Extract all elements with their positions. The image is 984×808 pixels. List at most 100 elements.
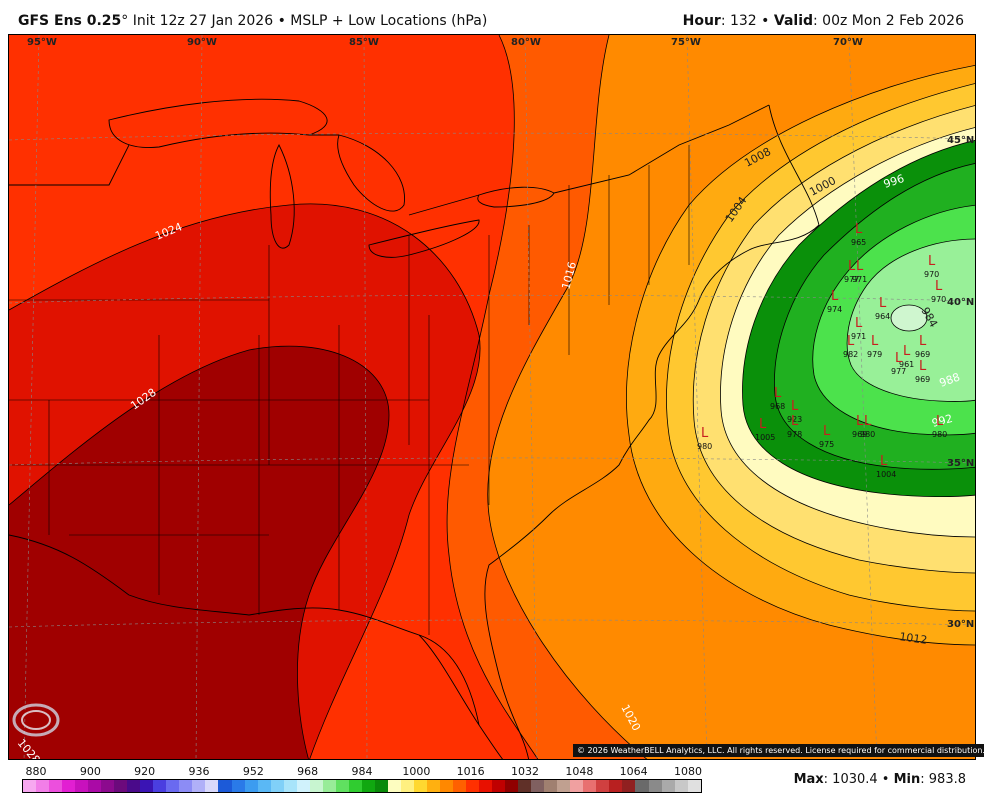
colorbar-swatch — [413, 780, 427, 792]
low-marker-value: 979 — [867, 350, 882, 359]
gulf-coast — [9, 534, 503, 759]
low-marker-symbol: L — [919, 334, 927, 349]
low-marker-symbol: L — [855, 222, 863, 237]
colorbar-swatch — [661, 780, 675, 792]
colorbar-label: 1080 — [674, 765, 702, 778]
low-marker-value: 969 — [915, 375, 930, 384]
great-lakes-ontario — [477, 186, 555, 208]
colorbar-label: 1048 — [565, 765, 594, 778]
longitude-labels: 95°W 90°W 85°W 80°W 75°W 70°W — [27, 37, 863, 48]
max-value: : 1030.4 • — [823, 772, 894, 787]
low-marker-symbol: L — [848, 259, 856, 274]
colorbar-swatch — [192, 780, 206, 792]
band-center — [890, 304, 928, 332]
colorbar-swatch — [244, 780, 258, 792]
low-marker-value: 970 — [931, 295, 946, 304]
colorbar-swatch — [49, 780, 63, 792]
colorbar-swatch — [440, 780, 454, 792]
low-marker-value: 980 — [932, 430, 947, 439]
colorbar-swatch — [544, 780, 558, 792]
contour-label: 992 — [930, 412, 954, 430]
lat-label: 45°N — [947, 135, 974, 146]
weatherbell-logo — [12, 700, 102, 740]
east-coast — [484, 104, 820, 759]
low-marker-value: 975 — [819, 440, 834, 449]
colorbar-swatch — [114, 780, 128, 792]
latitude-labels: 45°N 40°N 35°N 30°N — [947, 135, 974, 630]
logo-swirl-icon — [12, 703, 60, 737]
colorbar-swatch — [166, 780, 180, 792]
lon-label: 95°W — [27, 37, 57, 48]
colorbar-swatch — [674, 780, 688, 792]
low-marker-value: 971 — [852, 275, 867, 284]
colorbar-swatch — [374, 780, 388, 792]
colorbar-swatch — [179, 780, 193, 792]
colorbar-swatch — [492, 780, 506, 792]
colorbar-label: 1000 — [402, 765, 431, 778]
colorbar-swatch — [309, 780, 323, 792]
colorbar-swatch — [570, 780, 584, 792]
hour-label: Hour — [682, 13, 721, 29]
low-marker-symbol: L — [774, 386, 782, 401]
colorbar-swatch — [400, 780, 414, 792]
great-lakes-erie — [368, 219, 480, 258]
low-marker-symbol: L — [871, 334, 879, 349]
low-marker-symbol: L — [855, 316, 863, 331]
contour-label: 1012 — [899, 630, 929, 647]
low-marker-value: 982 — [843, 350, 858, 359]
map-panel[interactable]: 95°W 90°W 85°W 80°W 75°W 70°W 45°N 40°N … — [8, 34, 976, 760]
colorbar-label: 880 — [25, 765, 47, 778]
colorbar: 880 900 920 936 952 968 984 1000 1016 1032 1048 106… — [22, 765, 702, 795]
header-valid: Hour: 132 • Valid: 00z Mon 2 Feb 2026 — [683, 13, 964, 29]
copyright-notice: © 2026 WeatherBELL Analytics, LLC. All r… — [573, 744, 984, 757]
min-value: : 983.8 — [920, 772, 966, 787]
colorbar-label: 1016 — [456, 765, 485, 778]
colorbar-swatch — [609, 780, 623, 792]
colorbar-swatch — [205, 780, 219, 792]
max-min-stats: Max: 1030.4 • Min: 983.8 — [794, 772, 966, 787]
colorbar-swatch — [426, 780, 440, 792]
graticule — [9, 35, 975, 759]
valid-label: Valid — [773, 13, 814, 29]
colorbar-swatch — [557, 780, 571, 792]
us-canada-border — [9, 104, 770, 216]
low-marker-value: 923 — [787, 415, 802, 424]
colorbar-swatch — [75, 780, 89, 792]
lat-label: 30°N — [947, 619, 974, 630]
low-marker-symbol: L — [928, 254, 936, 269]
colorbar-swatch — [36, 780, 50, 792]
colorbar-swatch — [88, 780, 102, 792]
low-marker-value: 980 — [860, 430, 875, 439]
colorbar-swatch — [296, 780, 310, 792]
colorbar-swatch — [218, 780, 232, 792]
florida — [418, 634, 480, 726]
colorbar-swatch — [23, 780, 37, 792]
low-marker-symbol: L — [880, 454, 888, 469]
lat-label: 35°N — [947, 458, 974, 469]
colorbar-swatch — [387, 780, 401, 792]
low-marker-symbol: L — [759, 417, 767, 432]
low-marker-symbol: L — [936, 414, 944, 429]
low-marker-symbol: L — [701, 426, 709, 441]
colorbar-swatch — [153, 780, 167, 792]
colorbar-swatch — [648, 780, 662, 792]
low-marker-value: 971 — [851, 332, 866, 341]
colorbar-labels: 880 900 920 936 952 968 984 1000 1016 1032 1048 106… — [22, 765, 703, 778]
low-marker-symbol: L — [879, 296, 887, 311]
colorbar-swatch — [140, 780, 154, 792]
colorbar-label: 920 — [134, 765, 156, 778]
min-label: Min — [893, 772, 921, 787]
lat-label: 40°N — [947, 297, 974, 308]
colorbar-label: 984 — [351, 765, 373, 778]
colorbar-swatch — [361, 780, 375, 792]
low-marker-value: 965 — [851, 238, 866, 247]
low-marker-symbol: L — [895, 351, 903, 366]
contour-label: 996 — [882, 172, 906, 191]
low-marker-value: 977 — [844, 275, 859, 284]
low-marker-symbol: L — [791, 399, 799, 414]
colorbar-swatch — [583, 780, 597, 792]
colorbar-swatch — [505, 780, 519, 792]
colorbar-swatch — [518, 780, 532, 792]
low-marker-value: 974 — [827, 305, 842, 314]
